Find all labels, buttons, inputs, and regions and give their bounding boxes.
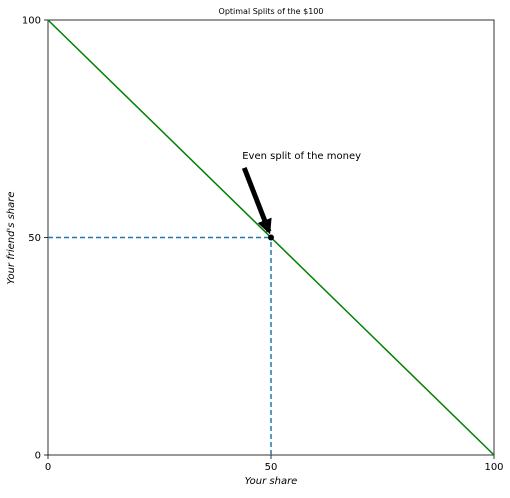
even-split-point <box>268 234 274 241</box>
chart-title: Optimal Splits of the $100 <box>219 7 324 16</box>
y-axis-label: Your friend's share <box>6 191 17 284</box>
annotation-arrow <box>241 166 272 235</box>
y-tick-label: 0 <box>35 451 41 462</box>
x-tick-label: 0 <box>45 462 51 473</box>
plot-area: 0 50 100 0 50 100 Even split of the money <box>22 16 504 474</box>
annotation-text: Even split of the money <box>242 151 361 162</box>
x-tick-label: 50 <box>265 462 278 473</box>
y-tick-label: 100 <box>22 16 41 27</box>
x-axis-label: Your share <box>245 476 298 487</box>
y-tick-label: 50 <box>28 233 41 244</box>
x-tick-label: 100 <box>484 462 503 473</box>
